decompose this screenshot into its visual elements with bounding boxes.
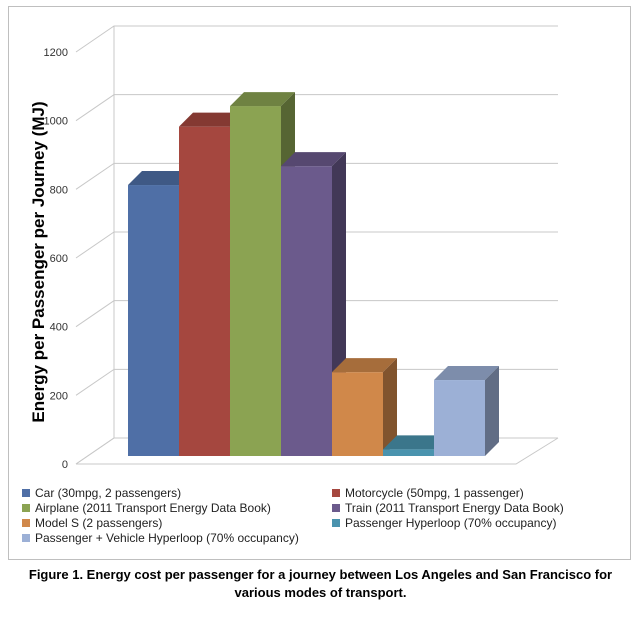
side-wall-edge <box>75 437 115 465</box>
floor-edge <box>76 437 559 465</box>
gridline <box>75 25 558 53</box>
legend-label: Passenger Hyperloop (70% occupancy) <box>345 516 557 530</box>
legend-swatch <box>22 489 30 497</box>
legend-label: Motorcycle (50mpg, 1 passenger) <box>345 486 524 500</box>
legend-swatch <box>22 504 30 512</box>
legend-swatch <box>22 534 30 542</box>
bar-5 <box>332 358 397 456</box>
legend-item: Passenger Hyperloop (70% occupancy) <box>332 516 556 530</box>
bar-top <box>332 358 397 373</box>
y-tick-label: 800 <box>50 184 68 196</box>
legend-swatch <box>332 489 340 497</box>
legend-label: Passenger + Vehicle Hyperloop (70% occup… <box>35 531 299 545</box>
bar-front <box>230 106 281 457</box>
legend-label: Model S (2 passengers) <box>35 516 163 530</box>
legend-label: Airplane (2011 Transport Energy Data Boo… <box>35 501 271 515</box>
bar-front <box>128 185 179 457</box>
y-axis-label: Energy per Passenger per Journey (MJ) <box>29 101 48 422</box>
bar-top <box>383 435 448 450</box>
bar-front <box>179 126 230 457</box>
legend-item: Train (2011 Transport Energy Data Book) <box>332 501 564 515</box>
legend-item: Motorcycle (50mpg, 1 passenger) <box>332 486 524 500</box>
bar-top <box>281 152 346 167</box>
legend-item: Passenger + Vehicle Hyperloop (70% occup… <box>22 531 299 545</box>
caption-line-2: various modes of transport. <box>234 585 407 600</box>
bar-side <box>383 358 397 456</box>
legend-label: Train (2011 Transport Energy Data Book) <box>345 501 564 515</box>
figure-caption: Figure 1. Energy cost per passenger for … <box>0 566 641 602</box>
legend-label: Car (30mpg, 2 passengers) <box>35 486 182 500</box>
bar-front <box>332 372 383 456</box>
bar-top <box>230 92 295 107</box>
bar-side <box>485 366 499 456</box>
bar-front <box>383 449 434 456</box>
bar-top <box>128 171 193 186</box>
bar-front <box>434 380 485 456</box>
y-tick-label: 400 <box>50 322 68 334</box>
bar-chart: 0 200 400 600 800 1000 1200 Energy per Passeng… <box>29 25 559 471</box>
legend-item: Car (30mpg, 2 passengers) <box>22 486 181 500</box>
y-tick-label: 1200 <box>44 47 68 59</box>
y-tick-label: 0 <box>62 459 68 471</box>
bar-3 <box>230 92 295 457</box>
bar-top <box>434 366 499 381</box>
bar-top <box>179 112 244 127</box>
gridline <box>75 94 558 122</box>
bars <box>128 92 499 457</box>
bar-7 <box>434 366 499 456</box>
legend-item: Airplane (2011 Transport Energy Data Boo… <box>22 501 271 515</box>
caption-line-1: Figure 1. Energy cost per passenger for … <box>28 567 613 582</box>
bar-front <box>281 166 332 456</box>
legend-swatch <box>332 504 340 512</box>
legend-item: Model S (2 passengers) <box>22 516 162 530</box>
legend-swatch <box>22 519 30 527</box>
y-axis-ticks: 0 200 400 600 800 1000 1200 <box>44 47 68 471</box>
legend-swatch <box>332 519 340 527</box>
y-tick-label: 600 <box>50 253 68 265</box>
y-tick-label: 1000 <box>44 116 68 128</box>
y-tick-label: 200 <box>50 390 68 402</box>
